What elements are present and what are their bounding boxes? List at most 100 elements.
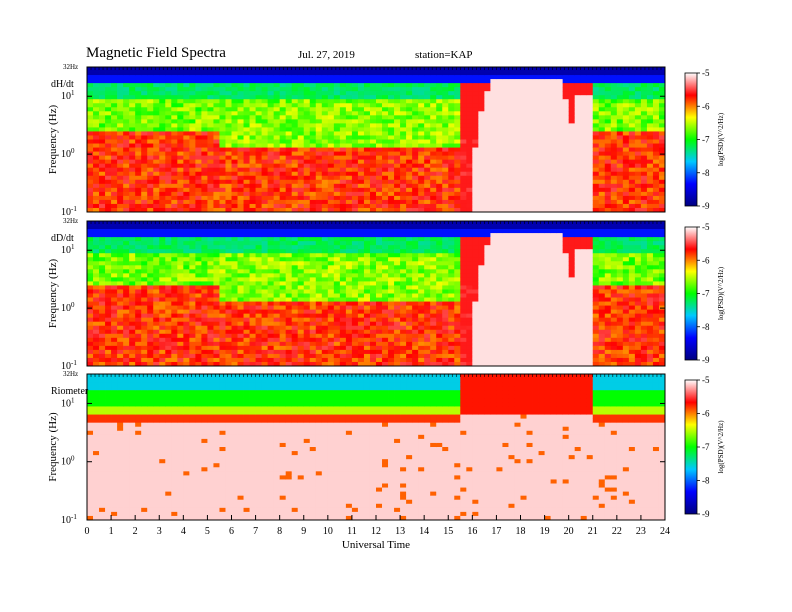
heatmap-cell [105,151,112,157]
heatmap-cell [604,207,612,213]
heatmap-cell [177,337,184,343]
heatmap-cell [628,151,636,157]
heatmap-cell [291,67,299,72]
heatmap-cell [496,199,503,205]
heatmap-cell [436,207,443,213]
heatmap-cell [333,203,341,209]
heatmap-cell [141,195,148,201]
heatmap-cell [652,207,660,213]
heatmap-cell [153,79,160,84]
heatmap-cell [406,163,413,169]
heatmap-cell [111,199,118,205]
heatmap-cell [285,321,293,327]
heatmap-cell [658,83,666,88]
heatmap-cell [177,187,184,193]
heatmap-cell [568,163,576,169]
heatmap-cell [448,171,455,177]
heatmap-cell [616,147,624,152]
heatmap-cell [442,163,449,169]
heatmap-cell [255,317,262,323]
heatmap-cell [261,313,269,319]
heatmap-cell [177,75,184,80]
heatmap-cell [478,123,485,128]
heatmap-cell [658,95,666,100]
heatmap-cell [273,143,281,148]
heatmap-cell [303,131,311,136]
heatmap-cell [237,353,244,359]
heatmap-cell [267,159,275,165]
heatmap-cell [129,349,136,355]
heatmap-cell [117,353,124,359]
heatmap-cell [267,289,275,294]
heatmap-cell [93,325,100,331]
heatmap-cell [490,199,497,205]
heatmap-cell [237,127,244,132]
heatmap-cell [406,83,413,88]
heatmap-cell [255,115,262,120]
heatmap-cell [201,293,208,298]
heatmap-cell [141,313,148,319]
heatmap-cell [183,301,190,306]
heatmap-cell [369,195,377,201]
heatmap-cell [321,135,329,140]
heatmap-cell [171,281,178,286]
heatmap-cell [526,167,533,173]
heatmap-cell [123,135,130,140]
heatmap-cell [165,135,172,140]
heatmap-cell [261,289,269,294]
heatmap-cell [351,207,359,213]
heatmap-cell [87,123,94,128]
heatmap-cell [105,163,112,169]
heatmap-cell [394,107,401,112]
heatmap-cell [99,155,106,161]
heatmap-cell [261,297,269,302]
heatmap-cell [141,301,148,306]
heatmap-cell [303,241,311,246]
heatmap-cell [297,111,305,116]
heatmap-cell [580,119,588,124]
heatmap-cell [213,167,220,173]
heatmap-cell [508,107,515,112]
heatmap-cell [436,75,443,80]
heatmap-cell [526,79,533,84]
heatmap-cell [267,123,275,128]
heatmap-cell [189,187,196,193]
heatmap-cell [369,183,377,189]
heatmap-cell [189,257,196,262]
heatmap-cell [622,163,630,169]
heatmap-cell [412,99,419,104]
heatmap-cell [604,67,612,72]
heatmap-cell [87,171,94,177]
heatmap-cell [592,115,600,120]
heatmap-cell [442,199,449,205]
heatmap-cell [646,75,654,80]
heatmap-cell [255,249,262,254]
heatmap-cell [219,257,226,262]
heatmap-cell [412,75,419,80]
heatmap-cell [201,147,208,152]
heatmap-cell [279,261,287,266]
heatmap-cell [213,249,220,254]
heatmap-cell [255,341,262,347]
heatmap-cell [189,225,196,230]
heatmap-cell [466,79,473,84]
heatmap-cell [291,107,299,112]
heatmap-cell [652,79,660,84]
heatmap-cell [466,87,473,92]
heatmap-cell [123,71,130,76]
heatmap-cell [105,103,112,108]
heatmap-cell [141,123,148,128]
heatmap-cell [412,187,419,193]
heatmap-cell [406,131,413,136]
heatmap-cell [514,163,521,169]
colorbar-label: log(PSD)(V^2/Hz) [717,112,725,166]
heatmap-cell [532,87,539,92]
heatmap-cell [604,111,612,116]
heatmap-cell [309,233,317,238]
heatmap-cell [442,159,449,165]
heatmap-cell [436,111,443,116]
heatmap-cell [430,123,437,128]
heatmap-cell [291,99,299,104]
heatmap-cell [261,127,269,132]
heatmap-cell [147,229,154,234]
